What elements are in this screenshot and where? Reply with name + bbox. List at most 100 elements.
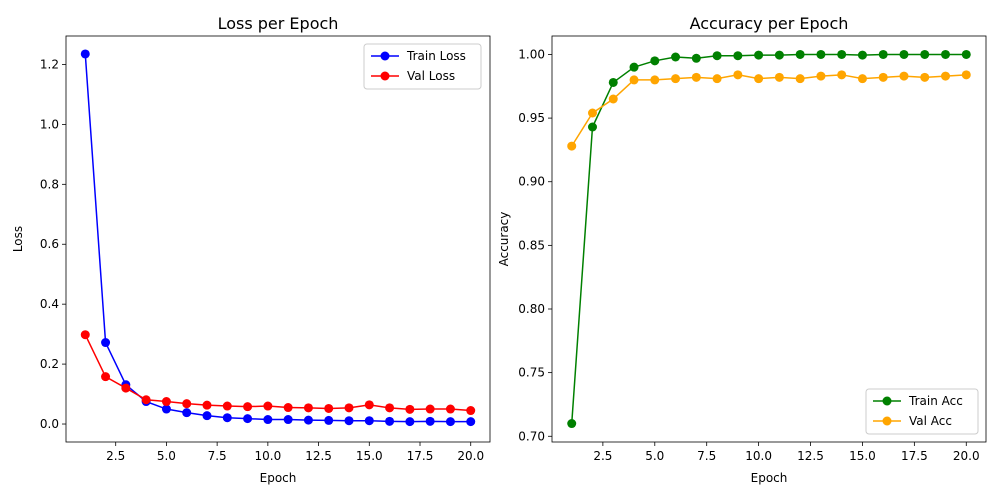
y-tick-label: 1.00	[518, 47, 545, 61]
series-line	[84, 53, 471, 423]
data-point	[671, 74, 681, 84]
x-tick-label: 5.0	[645, 449, 664, 463]
x-tick-label: 12.5	[797, 449, 824, 463]
data-point	[941, 49, 951, 59]
data-point	[141, 395, 151, 405]
data-point	[466, 406, 476, 416]
data-point	[202, 411, 212, 421]
x-axis-label: Epoch	[260, 471, 297, 485]
data-point	[795, 49, 805, 59]
data-point	[691, 53, 701, 63]
y-tick-label: 0.90	[518, 175, 545, 189]
data-point	[405, 404, 415, 414]
data-point	[920, 72, 930, 82]
x-tick-label: 5.0	[157, 449, 176, 463]
data-point	[691, 72, 701, 82]
data-point	[263, 415, 273, 425]
legend-label: Train Acc	[908, 394, 963, 408]
data-point	[837, 70, 847, 80]
data-point	[629, 62, 639, 72]
y-tick-label: 0.85	[518, 238, 545, 252]
data-point	[816, 49, 826, 59]
data-point	[344, 416, 354, 426]
data-point	[445, 404, 455, 414]
chart-title: Loss per Epoch	[218, 14, 339, 33]
x-tick-label: 20.0	[457, 449, 484, 463]
data-point	[650, 56, 660, 66]
x-tick-label: 20.0	[953, 449, 980, 463]
data-point	[303, 415, 313, 425]
data-point	[920, 49, 930, 59]
y-tick-label: 0.2	[40, 357, 59, 371]
data-point	[587, 122, 597, 132]
data-point	[608, 94, 618, 104]
data-point	[567, 141, 577, 151]
data-point	[385, 416, 395, 426]
data-point	[243, 402, 253, 412]
data-point	[629, 75, 639, 85]
y-tick-label: 0.8	[40, 177, 59, 191]
data-point	[263, 401, 273, 411]
data-point	[774, 72, 784, 82]
data-point	[857, 50, 867, 60]
legend-marker	[882, 416, 892, 426]
legend-marker	[882, 396, 892, 406]
data-point	[182, 408, 192, 418]
y-tick-label: 0.75	[518, 366, 545, 380]
data-point	[182, 399, 192, 409]
x-tick-label: 7.5	[697, 449, 716, 463]
legend-label: Val Acc	[909, 414, 952, 428]
data-point	[712, 74, 722, 84]
data-point	[878, 72, 888, 82]
data-point	[405, 417, 415, 427]
data-point	[222, 401, 232, 411]
y-tick-label: 0.95	[518, 111, 545, 125]
legend-label: Train Loss	[406, 49, 466, 63]
series-1	[80, 49, 476, 427]
data-point	[466, 417, 476, 427]
data-point	[712, 51, 722, 61]
legend: Train Acc Val Acc	[865, 388, 979, 435]
x-tick-label: 10.0	[254, 449, 281, 463]
data-point	[222, 413, 232, 423]
data-point	[121, 383, 131, 393]
data-point	[774, 50, 784, 60]
data-point	[161, 404, 171, 414]
legend-label: Val Loss	[407, 69, 455, 83]
y-tick-label: 0.4	[40, 297, 59, 311]
data-point	[364, 400, 374, 410]
data-point	[101, 372, 111, 382]
data-point	[283, 415, 293, 425]
x-tick-label: 12.5	[305, 449, 332, 463]
legend-marker	[380, 71, 390, 81]
x-tick-label: 7.5	[208, 449, 227, 463]
data-point	[733, 70, 743, 80]
legend-marker	[380, 51, 390, 61]
y-tick-label: 1.0	[40, 117, 59, 131]
data-point	[567, 419, 577, 429]
x-tick-label: 10.0	[745, 449, 772, 463]
chart-title: Accuracy per Epoch	[690, 14, 849, 33]
series-2	[80, 330, 476, 416]
data-point	[80, 49, 90, 59]
data-point	[445, 417, 455, 427]
plot-frame	[551, 35, 987, 443]
data-point	[899, 71, 909, 81]
data-point	[425, 404, 435, 414]
series-2	[567, 70, 971, 151]
data-point	[101, 338, 111, 348]
y-tick-label: 1.2	[40, 57, 59, 71]
data-point	[961, 70, 971, 80]
plot-frame	[65, 35, 491, 443]
data-point	[857, 74, 867, 84]
data-point	[816, 71, 826, 81]
data-point	[385, 403, 395, 413]
series-line	[570, 53, 967, 424]
data-point	[754, 50, 764, 60]
data-point	[425, 416, 435, 426]
data-point	[671, 52, 681, 62]
data-point	[899, 49, 909, 59]
data-point	[303, 403, 313, 413]
legend: Train Loss Val Loss	[363, 43, 482, 90]
